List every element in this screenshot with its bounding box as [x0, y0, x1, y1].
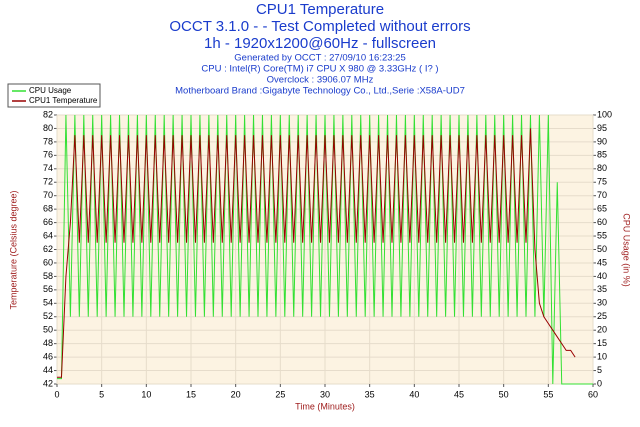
- y2-tick-label: 30: [597, 298, 607, 308]
- y-tick-label: 70: [43, 190, 53, 200]
- y-tick-label: 78: [43, 136, 53, 146]
- y-tick-label: 48: [43, 338, 53, 348]
- y2-tick-label: 10: [597, 351, 607, 361]
- y-tick-label: 80: [43, 123, 53, 133]
- y-tick-label: 54: [43, 298, 53, 308]
- y-tick-label: 56: [43, 284, 53, 294]
- y2-tick-label: 90: [597, 136, 607, 146]
- info: Overclock : 3906.07 MHz: [267, 75, 374, 86]
- y2-tick-label: 60: [597, 217, 607, 227]
- y-tick-label: 68: [43, 204, 53, 214]
- y2-tick-label: 0: [597, 378, 602, 388]
- y2-tick-label: 80: [597, 163, 607, 173]
- info: CPU : Intel(R) Core(TM) i7 CPU X 980 @ 3…: [201, 64, 438, 75]
- x-tick-label: 20: [231, 389, 241, 399]
- info: Generated by OCCT : 27/09/10 16:23:25: [234, 53, 405, 64]
- y-tick-label: 72: [43, 177, 53, 187]
- y-tick-label: 76: [43, 150, 53, 160]
- x-tick-label: 40: [409, 389, 419, 399]
- x-tick-label: 30: [320, 389, 330, 399]
- y2-tick-label: 65: [597, 204, 607, 214]
- x-tick-label: 45: [454, 389, 464, 399]
- y2-axis-label: CPU Usage (in %): [622, 213, 632, 287]
- legend-label: CPU Usage: [29, 86, 72, 95]
- series-line: [57, 128, 576, 378]
- x-axis-label: Time (Minutes): [295, 401, 355, 411]
- legend-label: CPU1 Temperature: [29, 96, 98, 105]
- y2-tick-label: 95: [597, 123, 607, 133]
- y2-tick-label: 85: [597, 150, 607, 160]
- chart-title: CPU1 Temperature: [256, 1, 384, 18]
- y-tick-label: 60: [43, 257, 53, 267]
- x-tick-label: 60: [588, 389, 598, 399]
- x-tick-label: 50: [499, 389, 509, 399]
- x-tick-label: 15: [186, 389, 196, 399]
- x-tick-label: 25: [275, 389, 285, 399]
- x-tick-label: 5: [99, 389, 104, 399]
- y-tick-label: 46: [43, 351, 53, 361]
- y-tick-label: 44: [43, 365, 53, 375]
- y2-tick-label: 5: [597, 365, 602, 375]
- y-tick-label: 58: [43, 271, 53, 281]
- y2-tick-label: 50: [597, 244, 607, 254]
- y2-tick-label: 100: [597, 109, 612, 119]
- y-tick-label: 66: [43, 217, 53, 227]
- legend-box: [7, 83, 101, 108]
- y2-tick-label: 20: [597, 325, 607, 335]
- y2-tick-label: 75: [597, 177, 607, 187]
- x-tick-label: 35: [365, 389, 375, 399]
- y-tick-label: 64: [43, 230, 53, 240]
- series-line: [57, 114, 593, 385]
- info: Motherboard Brand :Gigabyte Technology C…: [175, 86, 465, 97]
- y-axis-label: Temperature (Celsius degree): [8, 190, 18, 309]
- y2-tick-label: 25: [597, 311, 607, 321]
- y2-tick-label: 70: [597, 190, 607, 200]
- subtitle: 1h - 1920x1200@60Hz - fullscreen: [204, 35, 436, 52]
- x-tick-label: 0: [54, 389, 59, 399]
- y-tick-label: 74: [43, 163, 53, 173]
- y-tick-label: 82: [43, 109, 53, 119]
- y-tick-label: 62: [43, 244, 53, 254]
- y2-tick-label: 45: [597, 257, 607, 267]
- subtitle: OCCT 3.1.0 - - Test Completed without er…: [169, 18, 470, 35]
- y-tick-label: 52: [43, 311, 53, 321]
- y2-tick-label: 55: [597, 230, 607, 240]
- x-tick-label: 10: [141, 389, 151, 399]
- x-tick-label: 55: [543, 389, 553, 399]
- y2-tick-label: 40: [597, 271, 607, 281]
- y2-tick-label: 35: [597, 284, 607, 294]
- y-tick-label: 50: [43, 325, 53, 335]
- y-tick-label: 42: [43, 378, 53, 388]
- y2-tick-label: 15: [597, 338, 607, 348]
